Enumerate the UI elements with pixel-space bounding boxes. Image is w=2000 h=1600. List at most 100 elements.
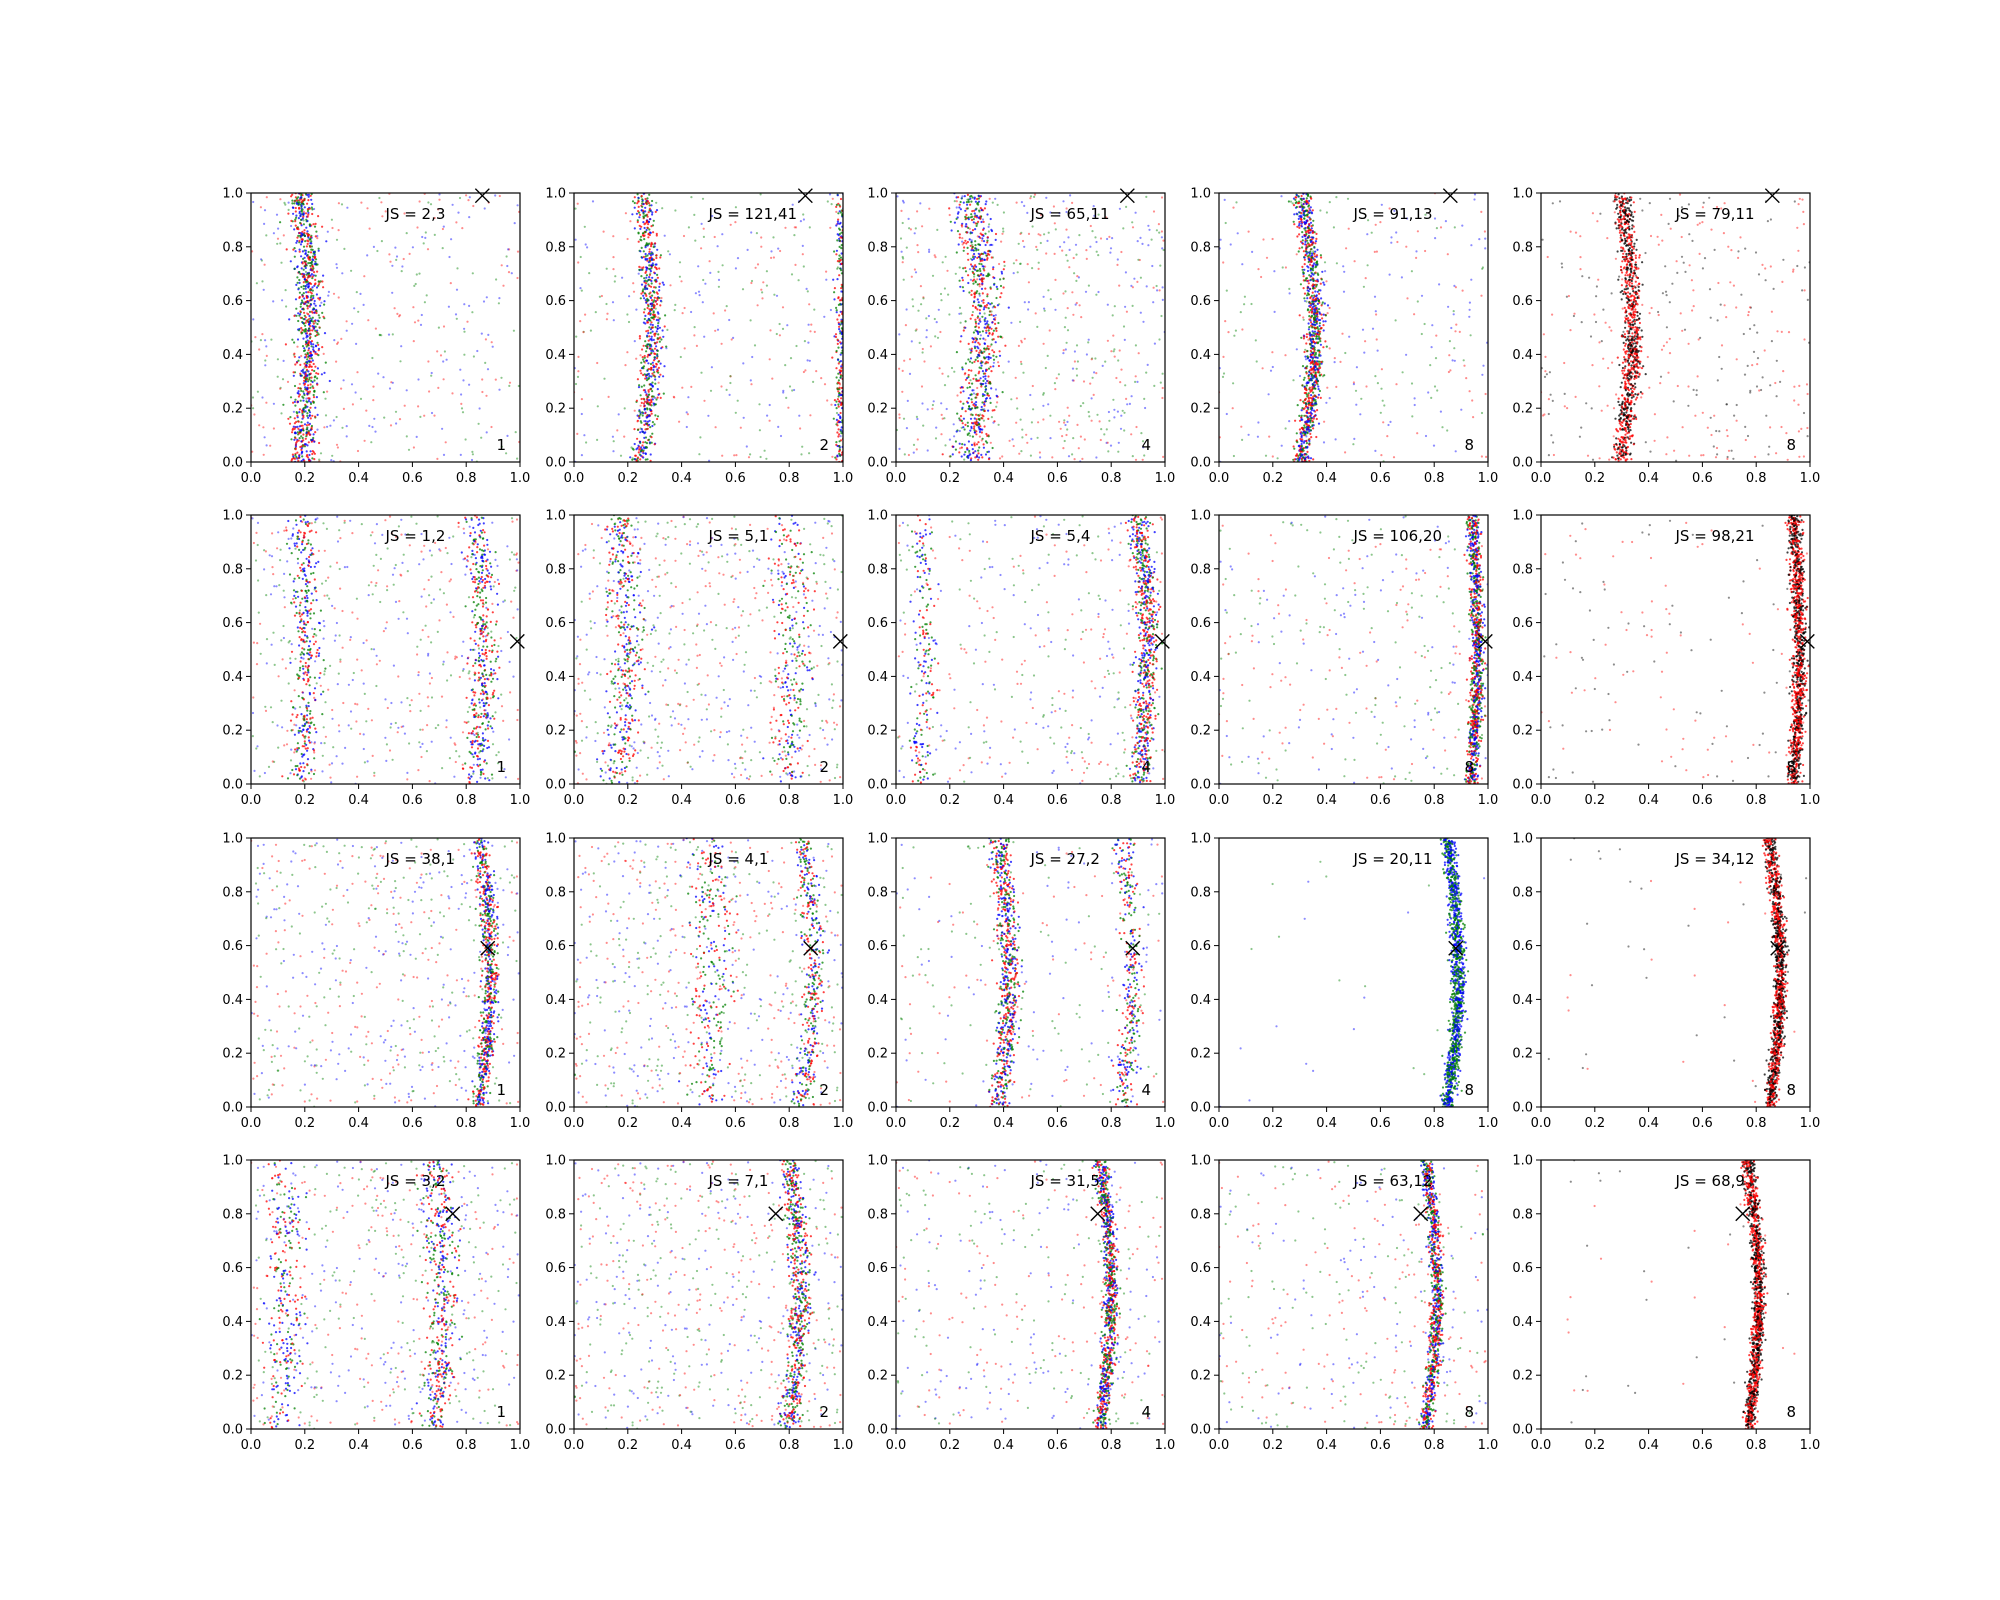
data-point [770,256,773,259]
data-point [421,235,424,239]
data-point [1317,335,1320,338]
data-point [321,225,324,228]
data-point [1023,245,1026,248]
data-point [973,443,976,446]
data-point [984,390,987,393]
data-point [1152,210,1156,213]
data-point [1161,286,1164,289]
data-point [1305,221,1308,224]
data-point [299,316,302,319]
data-point [649,302,652,306]
data-point [986,379,989,383]
points-layer [896,193,1165,462]
data-point [653,423,656,426]
data-point [835,224,838,227]
data-point [997,335,1000,338]
data-point [1335,196,1338,199]
data-point [300,273,303,276]
data-point [828,193,832,196]
data-point [1322,320,1325,323]
data-point [1311,209,1314,212]
data-point [962,329,965,332]
data-point [1291,202,1294,205]
data-point [765,270,769,273]
data-point [642,221,645,224]
data-point [983,425,986,428]
data-point [398,314,402,317]
y-tick-label: 0.8 [545,240,566,255]
data-point [309,406,312,409]
data-point [835,349,838,353]
data-point [293,355,296,358]
data-point [600,294,604,298]
data-point [485,394,488,397]
data-point [982,308,986,311]
data-point [1039,456,1042,459]
data-point [838,232,841,236]
data-point [648,284,651,287]
data-point [655,201,658,204]
data-point [978,351,981,354]
data-point [1308,207,1311,210]
data-point [1322,313,1325,316]
data-point [400,345,403,348]
data-point [963,458,966,461]
data-point [829,226,832,229]
data-point [1117,450,1120,453]
data-point [974,322,978,325]
data-point [643,384,646,387]
data-point [663,325,666,328]
data-point [312,436,315,440]
data-point [987,450,991,453]
data-point [989,356,992,359]
data-point [1087,410,1090,414]
data-point [307,193,310,196]
data-point [1313,365,1316,368]
data-point [262,288,265,291]
data-point [982,415,985,418]
data-point [306,414,309,417]
data-point [976,392,979,395]
data-point [1380,368,1383,371]
y-tick-label: 0.4 [222,348,243,363]
data-point [1117,441,1120,444]
data-point [976,235,979,238]
data-point [299,215,302,218]
data-point [1054,388,1057,391]
data-point [394,246,397,249]
data-point [269,444,272,447]
data-point [935,426,938,429]
data-point [253,413,256,416]
data-point [646,402,649,405]
data-point [971,265,974,268]
data-point [291,193,294,196]
data-point [1373,295,1377,298]
data-point [383,416,386,419]
data-point [1448,340,1451,343]
data-point [840,321,843,324]
data-point [417,319,420,322]
data-point [649,257,652,260]
data-point [662,283,665,286]
data-point [326,230,329,233]
data-point [981,417,984,420]
data-point [959,391,962,394]
data-point [645,376,648,379]
data-point [1054,308,1057,311]
data-point [1320,304,1323,307]
data-point [303,234,307,238]
data-point [836,222,840,225]
data-point [1234,329,1237,332]
data-point [922,297,925,300]
data-point [1433,385,1437,388]
data-point [309,450,312,453]
data-point [1308,311,1311,314]
data-point [1267,393,1270,396]
data-point [305,424,308,427]
data-point [310,424,313,428]
data-point [582,331,585,334]
data-point [460,407,464,410]
data-point [602,230,605,233]
data-point [844,361,846,363]
data-point [980,239,984,242]
